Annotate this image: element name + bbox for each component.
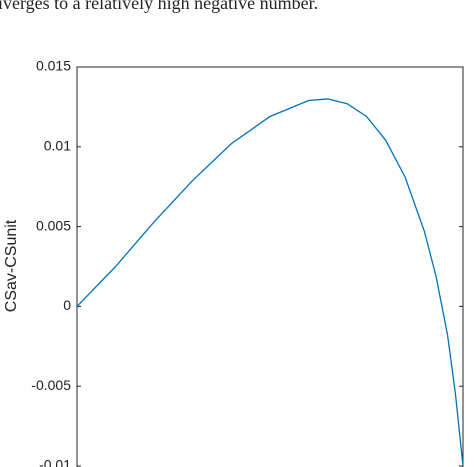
y-tick-label: 0 xyxy=(63,297,71,313)
plot-frame xyxy=(76,66,464,467)
caption: iverges to a relatively high negative nu… xyxy=(0,0,318,13)
y-axis-label: CSav-CSunit xyxy=(3,219,20,312)
y-tick-label: -0.01 xyxy=(39,457,71,467)
data-line xyxy=(76,98,464,467)
y-tick-label: 0.01 xyxy=(44,138,71,154)
y-tick-label: 0.005 xyxy=(36,217,71,233)
y-tick-label: 0.015 xyxy=(36,58,71,74)
y-tick-label: -0.005 xyxy=(31,377,71,393)
